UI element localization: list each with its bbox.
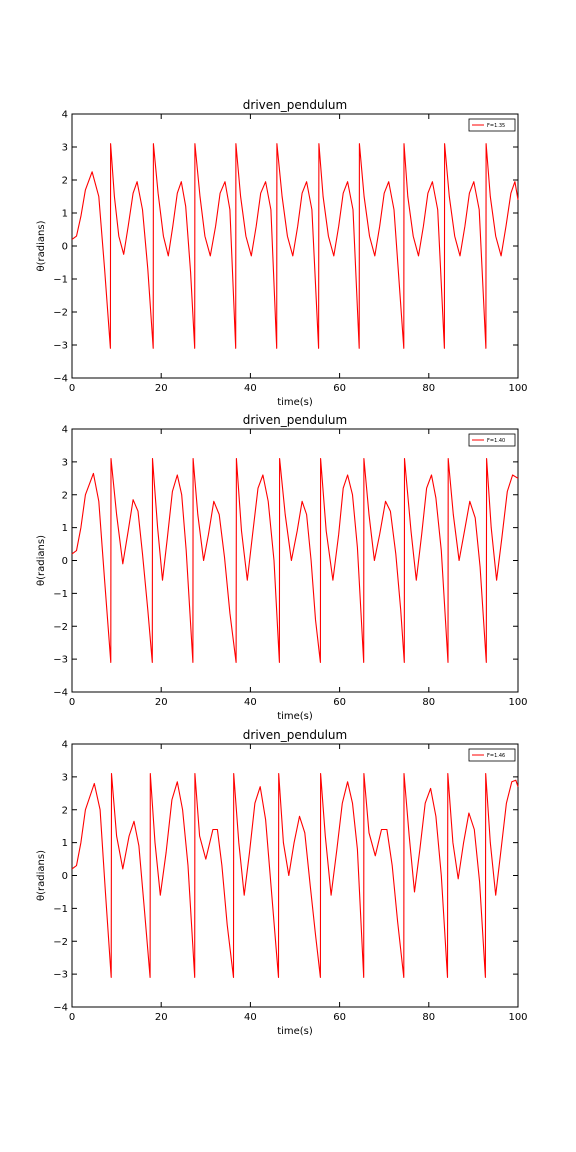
y-tick-label: 1 bbox=[62, 838, 68, 849]
x-tick-label: 80 bbox=[422, 697, 435, 708]
x-tick-label: 20 bbox=[155, 1012, 168, 1023]
chart-panel-2: driven_pendulum 0 20 40 60 80 100 −4 −3 −2 −1 0 1 2 3 4… bbox=[36, 413, 528, 722]
legend: F=1.46 bbox=[468, 748, 516, 762]
x-tick-label: 60 bbox=[333, 383, 346, 394]
plot-frame bbox=[71, 113, 519, 379]
legend-label: F=1.40 bbox=[487, 438, 505, 444]
y-tick-label: 1 bbox=[62, 523, 68, 534]
legend-label: F=1.46 bbox=[487, 753, 505, 759]
y-tick-label: 3 bbox=[62, 143, 68, 154]
series-line bbox=[71, 458, 519, 663]
x-tick-label: 0 bbox=[69, 383, 75, 394]
y-tick-label: −1 bbox=[53, 275, 68, 286]
x-tick-label: 40 bbox=[244, 1012, 257, 1023]
legend: F=1.40 bbox=[468, 433, 516, 447]
x-axis-label: time(s) bbox=[277, 397, 313, 408]
x-axis-label: time(s) bbox=[277, 1026, 313, 1037]
series-line bbox=[71, 143, 519, 349]
chart-title: driven_pendulum bbox=[243, 98, 347, 112]
y-tick-label: 1 bbox=[62, 209, 68, 220]
y-axis-label: θ(radians) bbox=[36, 535, 47, 586]
chart-panel-1: driven_pendulum 0 20 40 60 80 100 −4 −3 −2 −1 0 1 2 3 4… bbox=[36, 98, 528, 408]
plot-frame bbox=[71, 743, 519, 1008]
y-tick-label: 0 bbox=[62, 242, 68, 253]
legend-box bbox=[468, 748, 516, 762]
plot-frame bbox=[71, 428, 519, 693]
x-tick-label: 60 bbox=[333, 697, 346, 708]
x-tick-label: 100 bbox=[508, 697, 527, 708]
x-tick-label: 20 bbox=[155, 383, 168, 394]
y-axis-label: θ(radians) bbox=[36, 850, 47, 901]
y-tick-label: −2 bbox=[53, 308, 68, 319]
y-tick-label: −3 bbox=[53, 970, 68, 981]
series-line bbox=[71, 773, 519, 978]
y-tick-label: 0 bbox=[62, 871, 68, 882]
y-tick-label: 3 bbox=[62, 772, 68, 783]
y-tick-label: −3 bbox=[53, 341, 68, 352]
y-tick-label: −3 bbox=[53, 655, 68, 666]
x-tick-label: 80 bbox=[422, 1012, 435, 1023]
y-tick-label: −4 bbox=[53, 688, 68, 699]
y-tick-label: 2 bbox=[62, 176, 68, 187]
x-tick-label: 100 bbox=[508, 383, 527, 394]
y-tick-label: 2 bbox=[62, 490, 68, 501]
legend: F=1.35 bbox=[468, 118, 516, 132]
y-tick-label: −1 bbox=[53, 904, 68, 915]
chart-panel-3: driven_pendulum 0 20 40 60 80 100 −4 −3 −2 −1 0 1 2 3 4… bbox=[36, 728, 528, 1037]
y-tick-label: −4 bbox=[53, 1003, 68, 1014]
x-tick-label: 0 bbox=[69, 1012, 75, 1023]
y-tick-label: 4 bbox=[62, 740, 68, 751]
chart-title: driven_pendulum bbox=[243, 413, 347, 427]
x-tick-label: 0 bbox=[69, 697, 75, 708]
x-tick-label: 20 bbox=[155, 697, 168, 708]
y-tick-label: −1 bbox=[53, 589, 68, 600]
x-tick-label: 80 bbox=[422, 383, 435, 394]
x-axis-label: time(s) bbox=[277, 711, 313, 722]
chart-title: driven_pendulum bbox=[243, 728, 347, 742]
y-tick-label: 4 bbox=[62, 425, 68, 436]
x-tick-label: 40 bbox=[244, 383, 257, 394]
y-tick-label: 2 bbox=[62, 805, 68, 816]
legend-label: F=1.35 bbox=[487, 123, 505, 129]
legend-box bbox=[468, 118, 516, 132]
y-tick-label: −2 bbox=[53, 622, 68, 633]
x-tick-label: 100 bbox=[508, 1012, 527, 1023]
x-tick-label: 60 bbox=[333, 1012, 346, 1023]
y-tick-label: 0 bbox=[62, 556, 68, 567]
y-tick-label: −4 bbox=[53, 374, 68, 385]
y-axis-label: θ(radians) bbox=[36, 220, 47, 271]
x-tick-label: 40 bbox=[244, 697, 257, 708]
y-tick-label: 4 bbox=[62, 110, 68, 121]
y-tick-label: 3 bbox=[62, 457, 68, 468]
y-tick-label: −2 bbox=[53, 937, 68, 948]
legend-box bbox=[468, 433, 516, 447]
